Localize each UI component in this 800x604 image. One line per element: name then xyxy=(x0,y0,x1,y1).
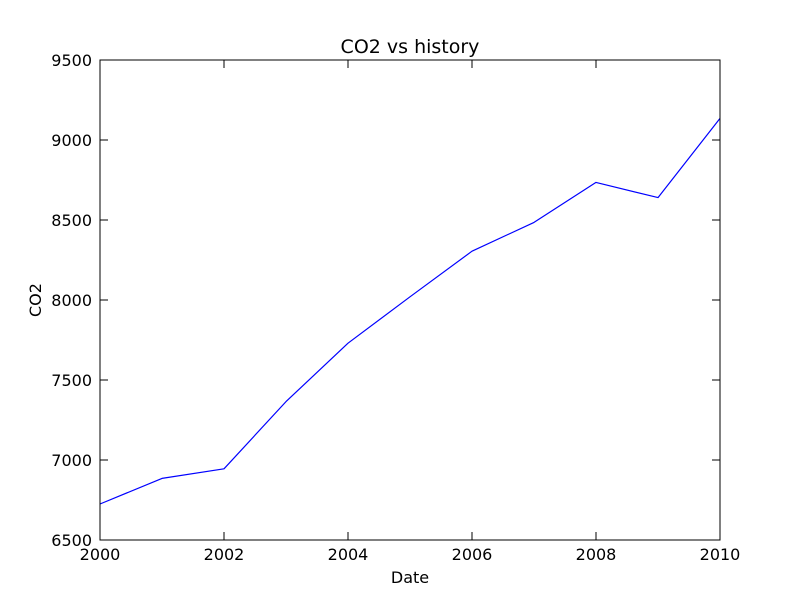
y-tick-label: 8000 xyxy=(51,291,92,310)
x-tick-label: 2008 xyxy=(576,545,617,564)
y-axis-label: CO2 xyxy=(26,283,45,317)
y-tick-label: 9500 xyxy=(51,51,92,70)
x-tick-label: 2010 xyxy=(700,545,741,564)
chart-title: CO2 vs history xyxy=(341,36,480,58)
plot-area xyxy=(99,118,721,505)
x-axis-label: Date xyxy=(391,568,429,587)
x-tick-label: 2000 xyxy=(80,545,121,564)
y-tick-label: 6500 xyxy=(51,531,92,550)
axis-ticks: 2000 2002 2004 2006 2008 2010 6500 7000 7500 8000… xyxy=(51,51,740,564)
series-line xyxy=(99,118,721,505)
x-tick-label: 2004 xyxy=(328,545,369,564)
y-tick-label: 8500 xyxy=(51,211,92,230)
y-tick-label: 7000 xyxy=(51,451,92,470)
y-tick-label: 9000 xyxy=(51,131,92,150)
x-tick-label: 2002 xyxy=(204,545,245,564)
y-tick-label: 7500 xyxy=(51,371,92,390)
plot-frame xyxy=(99,59,721,541)
x-tick-label: 2006 xyxy=(452,545,493,564)
